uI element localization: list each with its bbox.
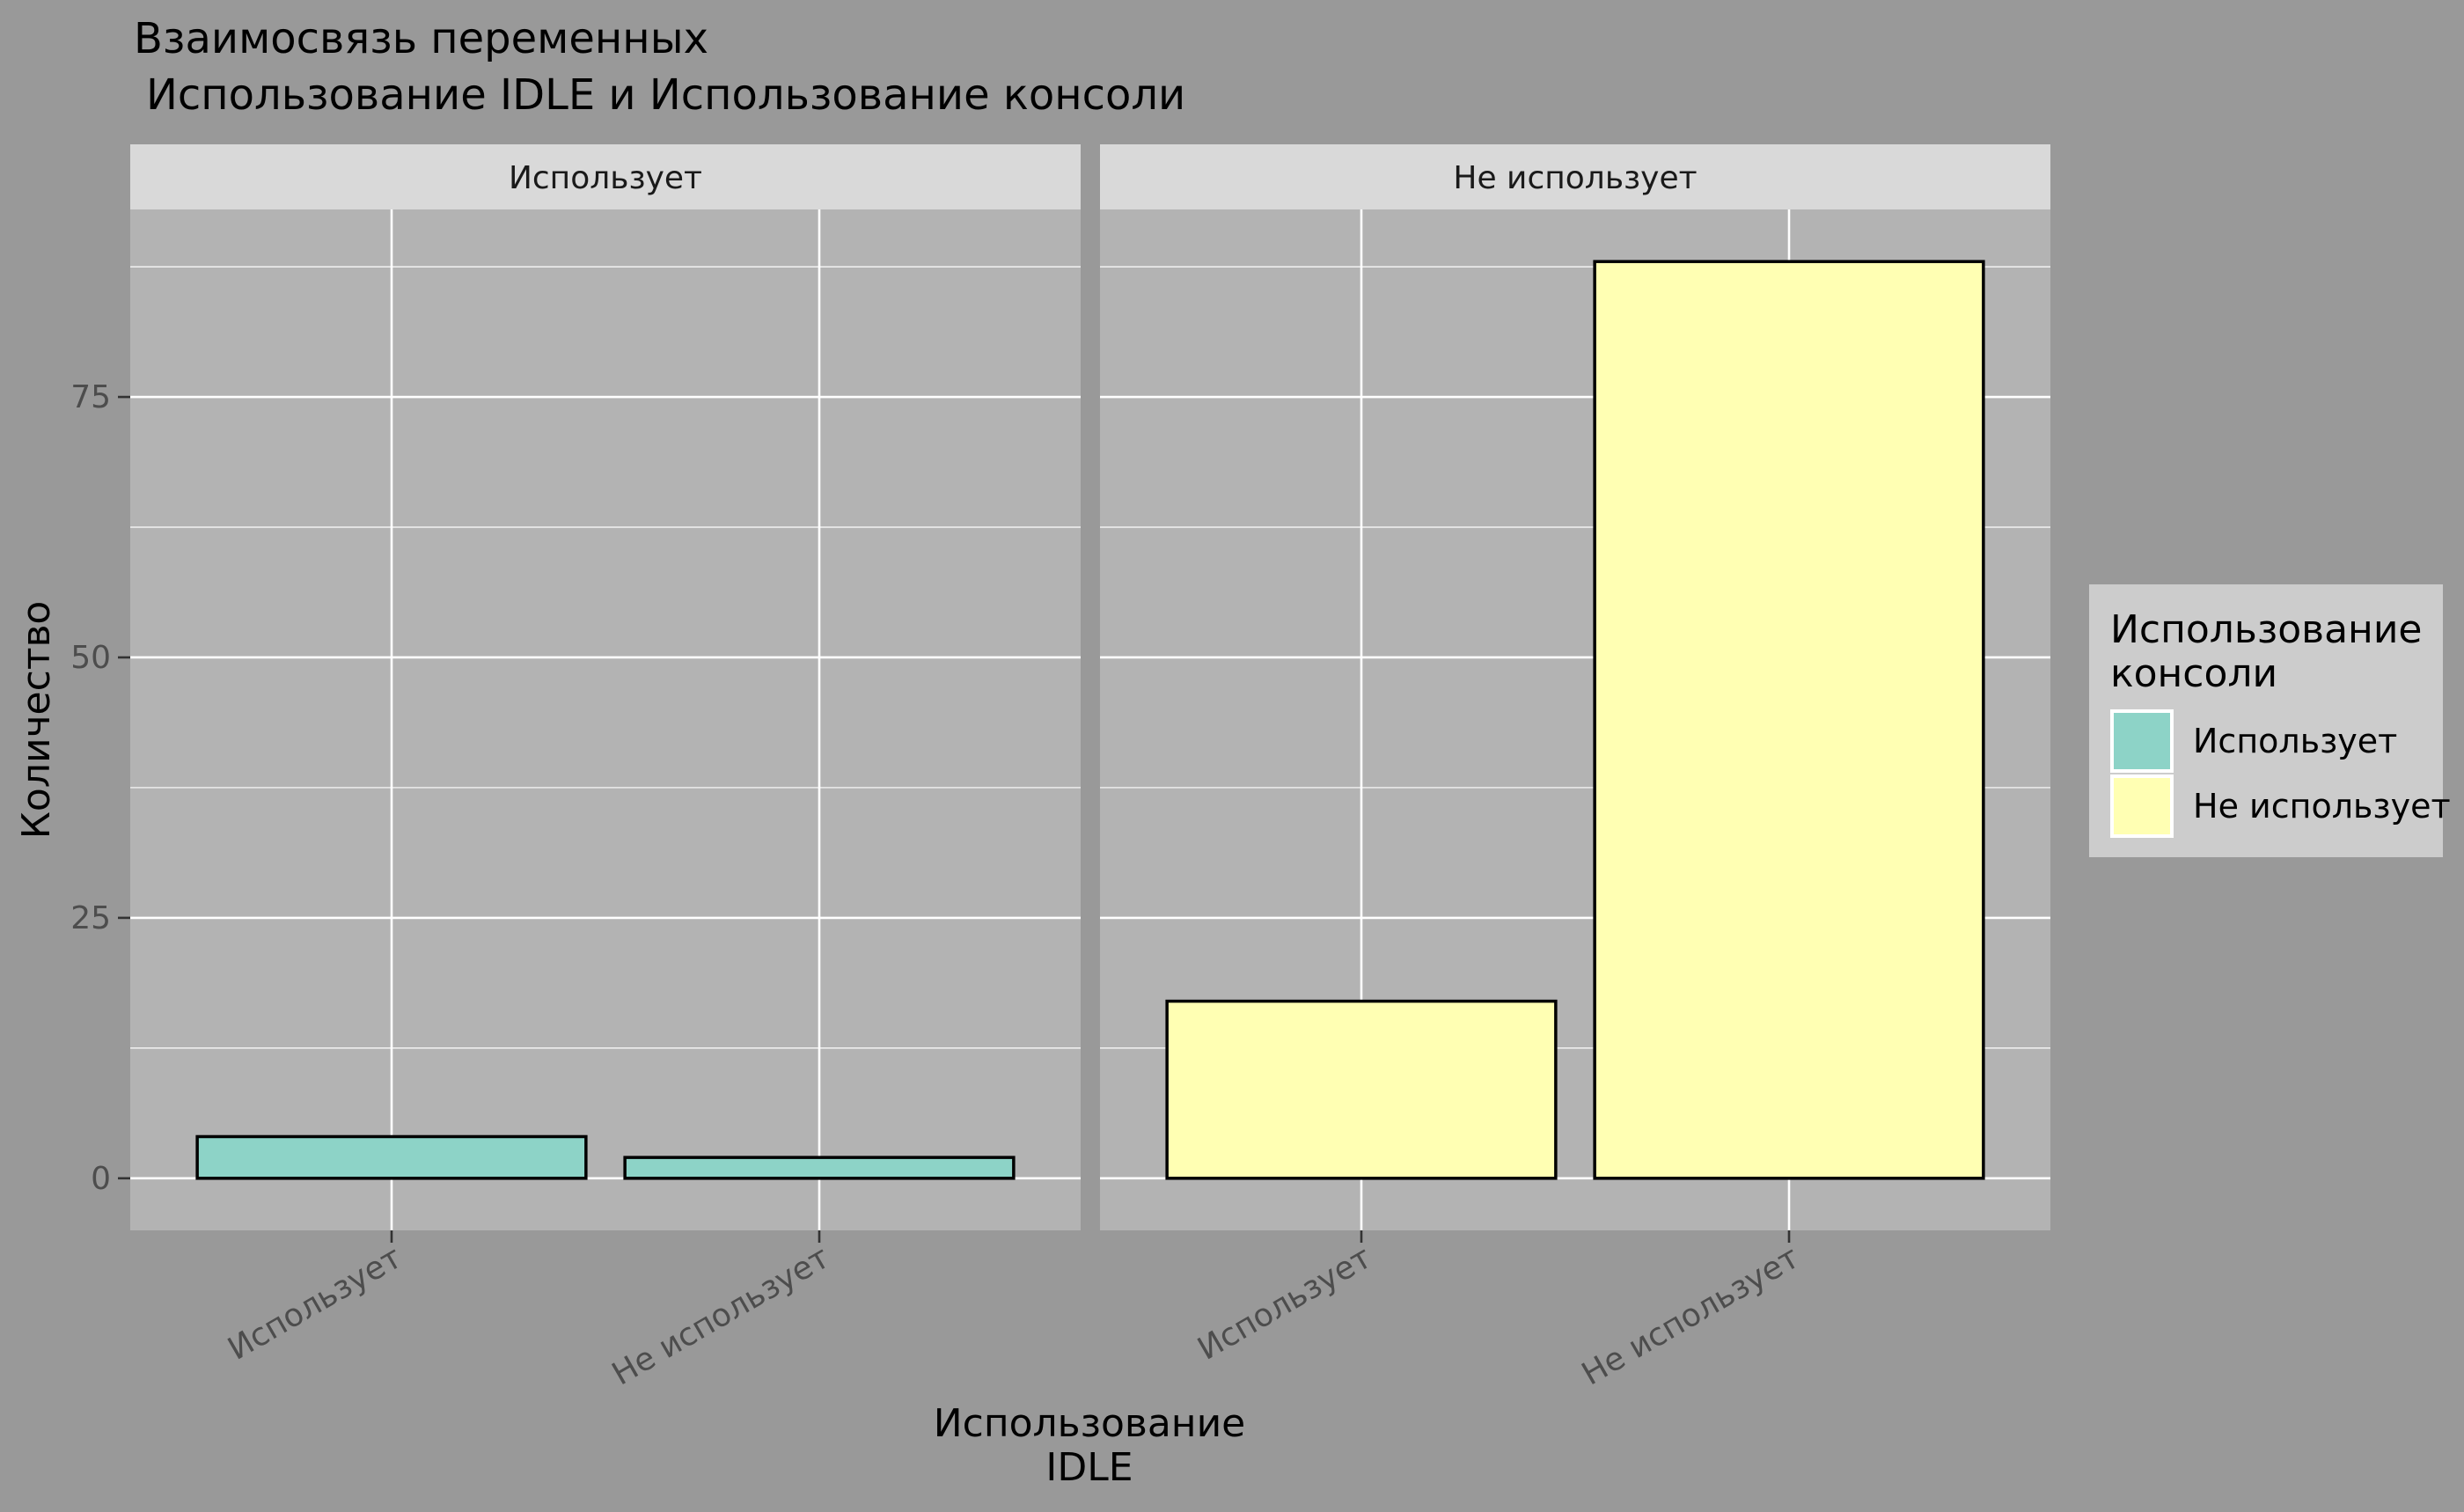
legend-item: Использует (2110, 709, 2397, 773)
legend-swatch (2114, 713, 2170, 769)
y-axis: 0 25 50 75 (70, 379, 130, 1197)
facet-strip (130, 144, 1081, 209)
bar (1593, 260, 1985, 1180)
chart-title-line1: Взаимосвязь переменных (134, 14, 708, 63)
facet-strip-label: Использует (509, 160, 702, 196)
y-tick-label: 75 (70, 379, 111, 415)
legend: Использование консоли Использует Не испол… (2089, 584, 2451, 857)
y-tick-label: 25 (70, 900, 111, 936)
bar (623, 1156, 1016, 1180)
legend-label: Использует (2193, 722, 2397, 760)
legend-title-line2: консоли (2110, 651, 2277, 696)
facet-strip (1100, 144, 2050, 209)
legend-label: Не использует (2193, 787, 2451, 826)
panel-background (130, 209, 1081, 1230)
y-tick-label: 50 (70, 640, 111, 676)
chart-title-line2: Использование IDLE и Использование консо… (146, 70, 1185, 120)
legend-item: Не использует (2110, 774, 2451, 838)
x-axis-label-line2: IDLE (1045, 1445, 1133, 1490)
facet-strip-label: Не использует (1453, 160, 1697, 196)
bar (195, 1134, 588, 1180)
y-axis-label: Количество (14, 601, 59, 840)
bar (1165, 999, 1558, 1180)
x-axis-label-line1: Использование (934, 1401, 1246, 1446)
y-tick-label: 0 (91, 1161, 111, 1197)
legend-items: Использует Не использует (2110, 709, 2451, 838)
legend-title-line1: Использование (2110, 607, 2423, 652)
legend-swatch (2114, 778, 2170, 834)
chart-title: Взаимосвязь переменных Использование IDL… (134, 14, 1185, 120)
x-axis-label: Использование IDLE (934, 1401, 1246, 1490)
